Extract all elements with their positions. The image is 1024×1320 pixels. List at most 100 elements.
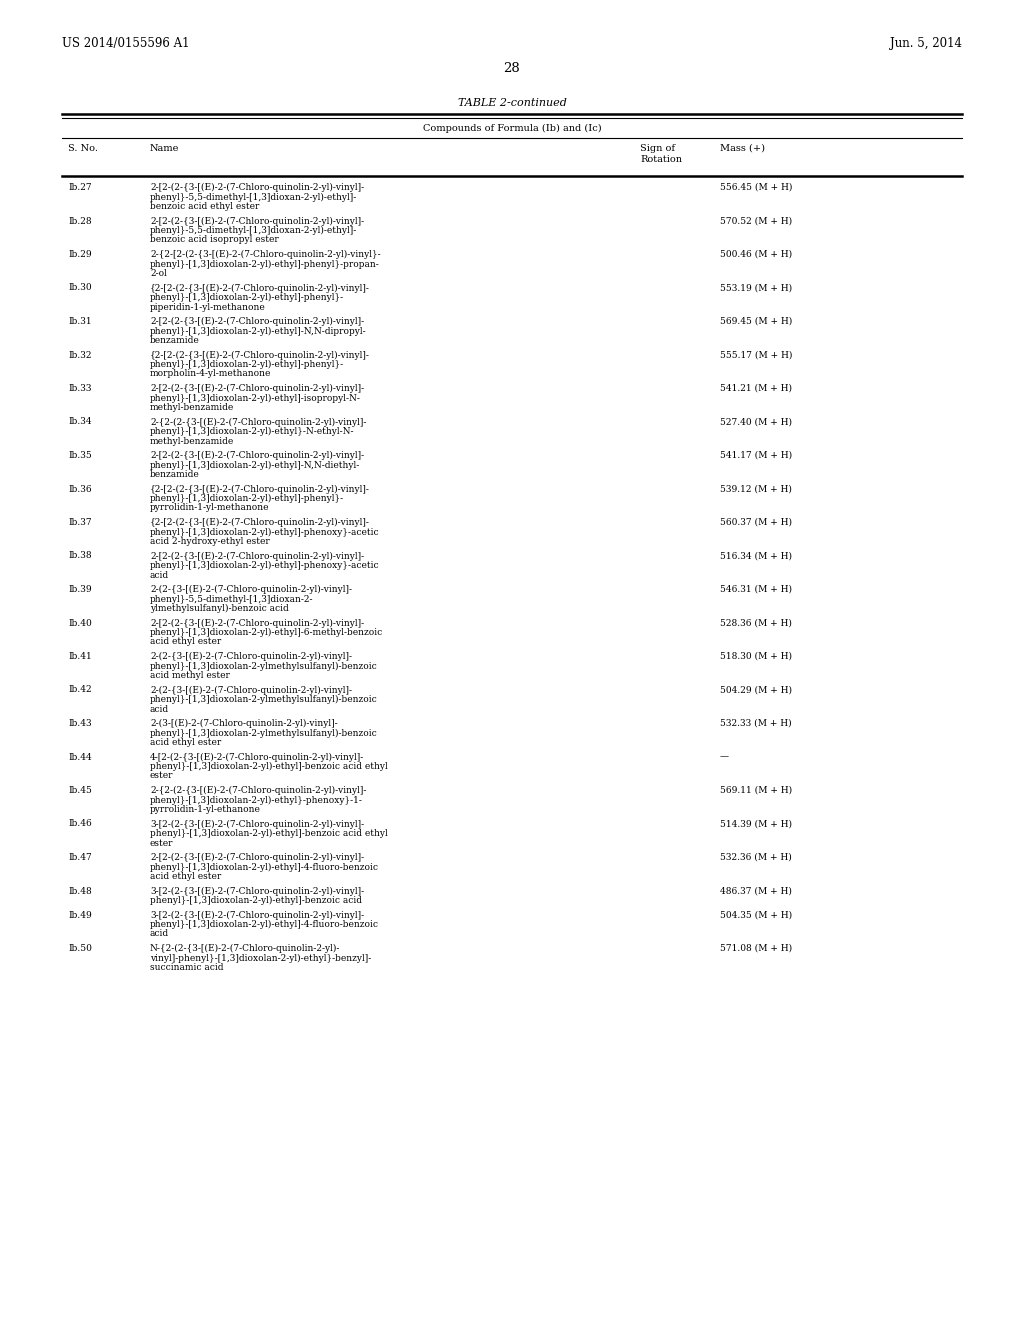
Text: acid 2-hydroxy-ethyl ester: acid 2-hydroxy-ethyl ester	[150, 537, 269, 546]
Text: Ib.40: Ib.40	[68, 619, 92, 627]
Text: 2-{2-(2-{3-[(E)-2-(7-Chloro-quinolin-2-yl)-vinyl]-: 2-{2-(2-{3-[(E)-2-(7-Chloro-quinolin-2-y…	[150, 417, 367, 426]
Text: Ib.49: Ib.49	[68, 911, 92, 920]
Text: N-{2-(2-{3-[(E)-2-(7-Chloro-quinolin-2-yl)-: N-{2-(2-{3-[(E)-2-(7-Chloro-quinolin-2-y…	[150, 944, 340, 953]
Text: phenyl}-[1,3]dioxolan-2-yl)-ethyl]-phenyl}-: phenyl}-[1,3]dioxolan-2-yl)-ethyl]-pheny…	[150, 360, 344, 370]
Text: 2-[2-(2-{3-[(E)-2-(7-Chloro-quinolin-2-yl)-vinyl]-: 2-[2-(2-{3-[(E)-2-(7-Chloro-quinolin-2-y…	[150, 216, 365, 226]
Text: Jun. 5, 2014: Jun. 5, 2014	[890, 37, 962, 50]
Text: Ib.41: Ib.41	[68, 652, 92, 661]
Text: succinamic acid: succinamic acid	[150, 964, 223, 972]
Text: phenyl}-[1,3]dioxolan-2-yl)-ethyl}-N-ethyl-N-: phenyl}-[1,3]dioxolan-2-yl)-ethyl}-N-eth…	[150, 426, 354, 436]
Text: acid ethyl ester: acid ethyl ester	[150, 873, 221, 880]
Text: ester: ester	[150, 838, 173, 847]
Text: 500.46 (M + H): 500.46 (M + H)	[720, 249, 793, 259]
Text: 2-[2-(2-{3-[(E)-2-(7-Chloro-quinolin-2-yl)-vinyl]-: 2-[2-(2-{3-[(E)-2-(7-Chloro-quinolin-2-y…	[150, 384, 365, 393]
Text: 518.30 (M + H): 518.30 (M + H)	[720, 652, 792, 661]
Text: Ib.38: Ib.38	[68, 552, 91, 561]
Text: Compounds of Formula (Ib) and (Ic): Compounds of Formula (Ib) and (Ic)	[423, 124, 601, 133]
Text: {2-[2-(2-{3-[(E)-2-(7-Chloro-quinolin-2-yl)-vinyl]-: {2-[2-(2-{3-[(E)-2-(7-Chloro-quinolin-2-…	[150, 484, 370, 494]
Text: methyl-benzamide: methyl-benzamide	[150, 403, 234, 412]
Text: benzamide: benzamide	[150, 470, 200, 479]
Text: phenyl}-5,5-dimethyl-[1,3]dioxan-2-yl)-ethyl]-: phenyl}-5,5-dimethyl-[1,3]dioxan-2-yl)-e…	[150, 226, 357, 235]
Text: Ib.35: Ib.35	[68, 451, 92, 459]
Text: Ib.31: Ib.31	[68, 317, 91, 326]
Text: 2-(2-{3-[(E)-2-(7-Chloro-quinolin-2-yl)-vinyl]-: 2-(2-{3-[(E)-2-(7-Chloro-quinolin-2-yl)-…	[150, 685, 352, 694]
Text: Ib.36: Ib.36	[68, 484, 91, 494]
Text: 514.39 (M + H): 514.39 (M + H)	[720, 820, 792, 829]
Text: Ib.48: Ib.48	[68, 887, 92, 895]
Text: 571.08 (M + H): 571.08 (M + H)	[720, 944, 793, 953]
Text: phenyl}-[1,3]dioxolan-2-yl)-ethyl]-N,N-diethyl-: phenyl}-[1,3]dioxolan-2-yl)-ethyl]-N,N-d…	[150, 461, 360, 470]
Text: Sign of: Sign of	[640, 144, 675, 153]
Text: 3-[2-(2-{3-[(E)-2-(7-Chloro-quinolin-2-yl)-vinyl]-: 3-[2-(2-{3-[(E)-2-(7-Chloro-quinolin-2-y…	[150, 820, 365, 829]
Text: Ib.28: Ib.28	[68, 216, 91, 226]
Text: phenyl}-[1,3]dioxolan-2-yl)-ethyl]-benzoic acid: phenyl}-[1,3]dioxolan-2-yl)-ethyl]-benzo…	[150, 896, 362, 906]
Text: 2-[2-(2-{3-[(E)-2-(7-Chloro-quinolin-2-yl)-vinyl]-: 2-[2-(2-{3-[(E)-2-(7-Chloro-quinolin-2-y…	[150, 183, 365, 193]
Text: phenyl}-[1,3]dioxolan-2-yl)-ethyl]-benzoic acid ethyl: phenyl}-[1,3]dioxolan-2-yl)-ethyl]-benzo…	[150, 762, 388, 771]
Text: Ib.37: Ib.37	[68, 517, 91, 527]
Text: Ib.50: Ib.50	[68, 944, 92, 953]
Text: phenyl}-[1,3]dioxolan-2-ylmethylsulfanyl)-benzoic: phenyl}-[1,3]dioxolan-2-ylmethylsulfanyl…	[150, 729, 378, 738]
Text: Ib.32: Ib.32	[68, 351, 91, 359]
Text: ester: ester	[150, 771, 173, 780]
Text: 532.36 (M + H): 532.36 (M + H)	[720, 853, 792, 862]
Text: 546.31 (M + H): 546.31 (M + H)	[720, 585, 792, 594]
Text: Ib.39: Ib.39	[68, 585, 91, 594]
Text: 569.11 (M + H): 569.11 (M + H)	[720, 785, 793, 795]
Text: pyrrolidin-1-yl-methanone: pyrrolidin-1-yl-methanone	[150, 503, 269, 512]
Text: 28: 28	[504, 62, 520, 75]
Text: phenyl}-[1,3]dioxolan-2-yl)-ethyl]-6-methyl-benzoic: phenyl}-[1,3]dioxolan-2-yl)-ethyl]-6-met…	[150, 628, 383, 638]
Text: phenyl}-[1,3]dioxolan-2-ylmethylsulfanyl)-benzoic: phenyl}-[1,3]dioxolan-2-ylmethylsulfanyl…	[150, 696, 378, 704]
Text: phenyl}-[1,3]dioxolan-2-ylmethylsulfanyl)-benzoic: phenyl}-[1,3]dioxolan-2-ylmethylsulfanyl…	[150, 661, 378, 671]
Text: methyl-benzamide: methyl-benzamide	[150, 437, 234, 446]
Text: Ib.30: Ib.30	[68, 284, 91, 293]
Text: Ib.33: Ib.33	[68, 384, 91, 393]
Text: 516.34 (M + H): 516.34 (M + H)	[720, 552, 792, 561]
Text: pyrrolidin-1-yl-ethanone: pyrrolidin-1-yl-ethanone	[150, 805, 261, 814]
Text: Ib.45: Ib.45	[68, 785, 92, 795]
Text: TABLE 2-continued: TABLE 2-continued	[458, 98, 566, 108]
Text: 2-[2-(2-{3-[(E)-2-(7-Chloro-quinolin-2-yl)-vinyl]-: 2-[2-(2-{3-[(E)-2-(7-Chloro-quinolin-2-y…	[150, 317, 365, 326]
Text: 3-[2-(2-{3-[(E)-2-(7-Chloro-quinolin-2-yl)-vinyl]-: 3-[2-(2-{3-[(E)-2-(7-Chloro-quinolin-2-y…	[150, 911, 365, 920]
Text: phenyl}-[1,3]dioxolan-2-yl)-ethyl]-N,N-dipropyl-: phenyl}-[1,3]dioxolan-2-yl)-ethyl]-N,N-d…	[150, 326, 367, 335]
Text: phenyl}-[1,3]dioxolan-2-yl)-ethyl]-isopropyl-N-: phenyl}-[1,3]dioxolan-2-yl)-ethyl]-isopr…	[150, 393, 360, 403]
Text: Ib.43: Ib.43	[68, 719, 91, 729]
Text: acid: acid	[150, 570, 169, 579]
Text: benzamide: benzamide	[150, 337, 200, 345]
Text: morpholin-4-yl-methanone: morpholin-4-yl-methanone	[150, 370, 271, 379]
Text: phenyl}-[1,3]dioxolan-2-yl)-ethyl]-phenyl}-: phenyl}-[1,3]dioxolan-2-yl)-ethyl]-pheny…	[150, 494, 344, 503]
Text: 570.52 (M + H): 570.52 (M + H)	[720, 216, 793, 226]
Text: Mass (+): Mass (+)	[720, 144, 765, 153]
Text: Ib.46: Ib.46	[68, 820, 92, 829]
Text: piperidin-1-yl-methanone: piperidin-1-yl-methanone	[150, 302, 266, 312]
Text: Name: Name	[150, 144, 179, 153]
Text: 504.29 (M + H): 504.29 (M + H)	[720, 685, 792, 694]
Text: 569.45 (M + H): 569.45 (M + H)	[720, 317, 793, 326]
Text: acid ethyl ester: acid ethyl ester	[150, 638, 221, 647]
Text: 2-ol: 2-ol	[150, 269, 167, 279]
Text: US 2014/0155596 A1: US 2014/0155596 A1	[62, 37, 189, 50]
Text: 528.36 (M + H): 528.36 (M + H)	[720, 619, 792, 627]
Text: 486.37 (M + H): 486.37 (M + H)	[720, 887, 792, 895]
Text: 2-(2-{3-[(E)-2-(7-Chloro-quinolin-2-yl)-vinyl]-: 2-(2-{3-[(E)-2-(7-Chloro-quinolin-2-yl)-…	[150, 652, 352, 661]
Text: 2-{2-[2-(2-{3-[(E)-2-(7-Chloro-quinolin-2-yl)-vinyl}-: 2-{2-[2-(2-{3-[(E)-2-(7-Chloro-quinolin-…	[150, 249, 381, 259]
Text: phenyl}-[1,3]dioxolan-2-yl)-ethyl]-phenoxy}-acetic: phenyl}-[1,3]dioxolan-2-yl)-ethyl]-pheno…	[150, 528, 380, 537]
Text: Rotation: Rotation	[640, 154, 682, 164]
Text: 541.17 (M + H): 541.17 (M + H)	[720, 451, 793, 459]
Text: 539.12 (M + H): 539.12 (M + H)	[720, 484, 792, 494]
Text: benzoic acid ethyl ester: benzoic acid ethyl ester	[150, 202, 259, 211]
Text: acid ethyl ester: acid ethyl ester	[150, 738, 221, 747]
Text: Ib.27: Ib.27	[68, 183, 91, 191]
Text: vinyl]-phenyl}-[1,3]dioxolan-2-yl)-ethyl}-benzyl]-: vinyl]-phenyl}-[1,3]dioxolan-2-yl)-ethyl…	[150, 953, 372, 962]
Text: Ib.44: Ib.44	[68, 752, 92, 762]
Text: Ib.47: Ib.47	[68, 853, 92, 862]
Text: phenyl}-[1,3]dioxolan-2-yl)-ethyl]-phenoxy}-acetic: phenyl}-[1,3]dioxolan-2-yl)-ethyl]-pheno…	[150, 561, 380, 570]
Text: 2-[2-(2-{3-[(E)-2-(7-Chloro-quinolin-2-yl)-vinyl]-: 2-[2-(2-{3-[(E)-2-(7-Chloro-quinolin-2-y…	[150, 619, 365, 627]
Text: 553.19 (M + H): 553.19 (M + H)	[720, 284, 793, 293]
Text: {2-[2-(2-{3-[(E)-2-(7-Chloro-quinolin-2-yl)-vinyl]-: {2-[2-(2-{3-[(E)-2-(7-Chloro-quinolin-2-…	[150, 517, 370, 527]
Text: 560.37 (M + H): 560.37 (M + H)	[720, 517, 792, 527]
Text: S. No.: S. No.	[68, 144, 98, 153]
Text: phenyl}-[1,3]dioxolan-2-yl)-ethyl}-phenoxy}-1-: phenyl}-[1,3]dioxolan-2-yl)-ethyl}-pheno…	[150, 796, 362, 805]
Text: phenyl}-[1,3]dioxolan-2-yl)-ethyl]-benzoic acid ethyl: phenyl}-[1,3]dioxolan-2-yl)-ethyl]-benzo…	[150, 829, 388, 838]
Text: Ib.29: Ib.29	[68, 249, 91, 259]
Text: 2-{2-(2-{3-[(E)-2-(7-Chloro-quinolin-2-yl)-vinyl]-: 2-{2-(2-{3-[(E)-2-(7-Chloro-quinolin-2-y…	[150, 785, 367, 795]
